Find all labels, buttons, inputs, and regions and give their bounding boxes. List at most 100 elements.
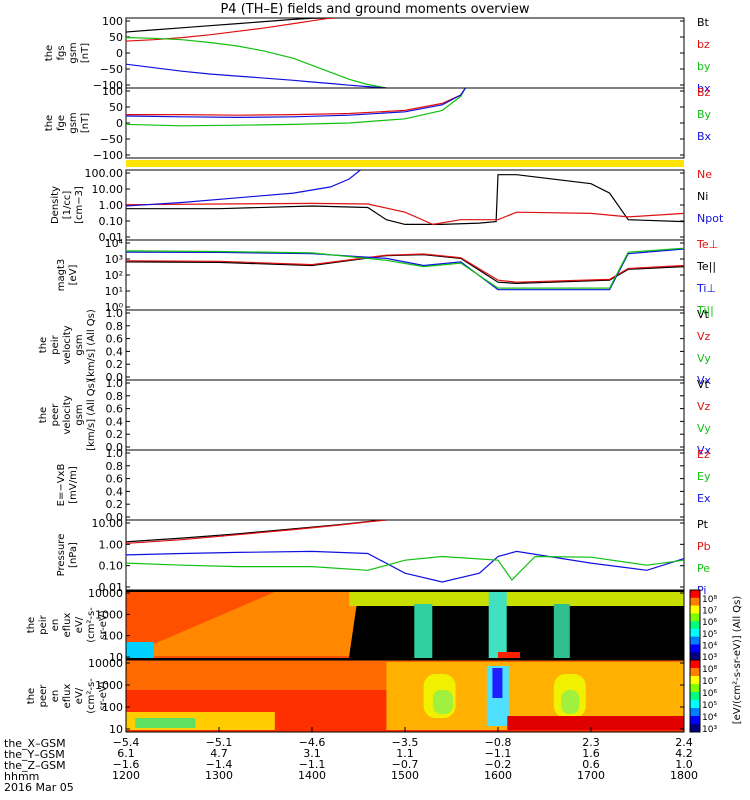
y-tick-label: 0.2 xyxy=(106,428,124,441)
y-axis-label: sr-eV) xyxy=(98,610,109,639)
colorbar-tick-label: 10⁴ xyxy=(702,713,717,723)
y-axis-label: eV/ xyxy=(74,616,85,633)
y-axis-label: the xyxy=(26,617,37,633)
y-tick-label: 100.00 xyxy=(85,167,124,180)
colorbar-tick-label: 10³ xyxy=(702,653,717,663)
x-tick-label: 1.0 xyxy=(675,758,693,771)
y-tick-label: 0.8 xyxy=(106,320,124,333)
x-tick-label: 1700 xyxy=(577,769,605,782)
spectrogram xyxy=(126,590,684,660)
y-axis-label: magt3 xyxy=(56,259,67,292)
y-axis-label: [nT] xyxy=(80,113,91,133)
y-axis-label: peer xyxy=(50,403,61,427)
y-tick-label: 10⁰ xyxy=(105,301,124,314)
y-tick-label: 1000 xyxy=(95,679,123,692)
series-group xyxy=(126,520,684,583)
y-axis-label: the xyxy=(26,688,37,704)
colorbar-tick-label: 10³ xyxy=(702,725,717,735)
y-axis-label: gsm xyxy=(68,42,79,63)
y-axis-label: fge xyxy=(56,115,67,131)
colorbar-tick-label: 10⁶ xyxy=(702,618,717,628)
x-tick-label: −1.4 xyxy=(206,758,233,771)
y-tick-label: 0.8 xyxy=(106,390,124,403)
y-tick-label: 0.2 xyxy=(106,358,124,371)
legend-ey: Ey xyxy=(697,470,711,483)
colorbar-swatch xyxy=(690,708,700,717)
legend-ti: Ti|| xyxy=(696,304,714,317)
legend-by: by xyxy=(697,60,711,73)
x-tick-label: −1.1 xyxy=(485,747,512,760)
spectrogram-band-cold xyxy=(126,642,154,658)
panel-frame xyxy=(125,519,685,591)
x-tick-label: −1.1 xyxy=(299,758,326,771)
x-tick-label: 1300 xyxy=(205,769,233,782)
xaxis-row-x-label: the_X–GSM xyxy=(4,737,66,750)
y-axis-label: (cm²-s- xyxy=(86,607,97,643)
y-axis-label: [km/s] (All Qs) xyxy=(86,379,97,451)
legend-by: By xyxy=(697,108,712,121)
y-tick-label: 1.00 xyxy=(99,199,124,212)
y-axis-label: peir xyxy=(50,334,61,354)
spectrogram-band-mid xyxy=(488,592,507,658)
colorbar-swatch xyxy=(690,668,700,677)
series-by xyxy=(126,88,466,127)
panel-peir-eflux: 10000 1000 100 10 the peir en eflux eV/(cm²-s-sr… xyxy=(26,587,685,664)
y-tick-label: 0.0 xyxy=(106,371,124,384)
series-pb xyxy=(126,520,387,544)
y-axis-label: eflux xyxy=(62,613,73,638)
legend-bz: Bz xyxy=(697,86,711,99)
x-tick-label: −5.1 xyxy=(206,736,233,749)
legend-vx: Vx xyxy=(697,374,712,387)
x-tick-label: 2.3 xyxy=(582,736,600,749)
spectrogram-band-mid xyxy=(414,604,433,658)
spectrogram-band-warm xyxy=(126,592,359,656)
y-axis-label: [mV/m] xyxy=(68,466,79,504)
y-tick-label: 1.0 xyxy=(106,377,124,390)
y-axis-label: velocity xyxy=(62,325,73,364)
colorbar-swatch xyxy=(690,621,700,630)
y-tick-label: 10000 xyxy=(88,587,123,600)
xaxis-row-y-label: the_Y–GSM xyxy=(4,748,65,761)
legend-bz: bz xyxy=(697,38,710,51)
y-tick-label: 0.6 xyxy=(106,333,124,346)
x-tick-label: 1600 xyxy=(484,769,512,782)
colorbar-frame xyxy=(689,659,701,733)
y-axis-label: [nPa] xyxy=(68,542,79,568)
colorbar-swatch xyxy=(690,660,700,669)
colorbar-tick-label: 10⁴ xyxy=(702,641,717,651)
legend-vt: Vt xyxy=(697,308,710,321)
series-pt xyxy=(126,520,387,543)
x-tick-label: −3.5 xyxy=(392,736,419,749)
y-axis-label: (cm²-s- xyxy=(86,678,97,714)
series-pi xyxy=(126,550,684,583)
series-group xyxy=(126,18,387,88)
y-tick-label: 0.4 xyxy=(106,415,124,428)
y-tick-label: 50 xyxy=(109,101,123,114)
spectrogram-band-hot xyxy=(507,716,684,730)
series-ti xyxy=(126,247,684,289)
colorbar-label: [eV/(cm²-s-sr-eV)] (All Qs) xyxy=(732,596,743,725)
x-tick-label: −5.4 xyxy=(113,736,140,749)
y-axis-label: [eV] xyxy=(68,265,79,286)
y-tick-label: 0.2 xyxy=(106,498,124,511)
series-by xyxy=(126,37,387,88)
colorbar-swatch xyxy=(690,613,700,622)
y-tick-label: 100 xyxy=(102,85,123,98)
panel-frame xyxy=(125,169,685,241)
y-tick-label: 0.4 xyxy=(106,485,124,498)
y-tick-label: 0.6 xyxy=(106,473,124,486)
xaxis-row-hhmm-label: hhmm xyxy=(4,770,40,783)
legend-ez: Ez xyxy=(697,448,710,461)
y-tick-label: 0.0 xyxy=(106,511,124,524)
y-axis-label: the xyxy=(38,407,49,423)
y-tick-label: 10² xyxy=(105,269,123,282)
y-axis-label: the xyxy=(44,45,55,61)
y-tick-label: 100 xyxy=(102,701,123,714)
y-tick-label: 1.0 xyxy=(106,447,124,460)
y-axis-label: Pressure xyxy=(56,534,67,577)
x-tick-label: 4.7 xyxy=(210,747,228,760)
y-axis-label: [1/cc] xyxy=(62,191,73,220)
colorbar-swatch xyxy=(690,716,700,725)
panel-fge-gsm: 100 50 0 −50 −100 the fge gsm [nT] Bz By Bx xyxy=(44,85,712,162)
colorbar-swatch xyxy=(690,652,700,661)
